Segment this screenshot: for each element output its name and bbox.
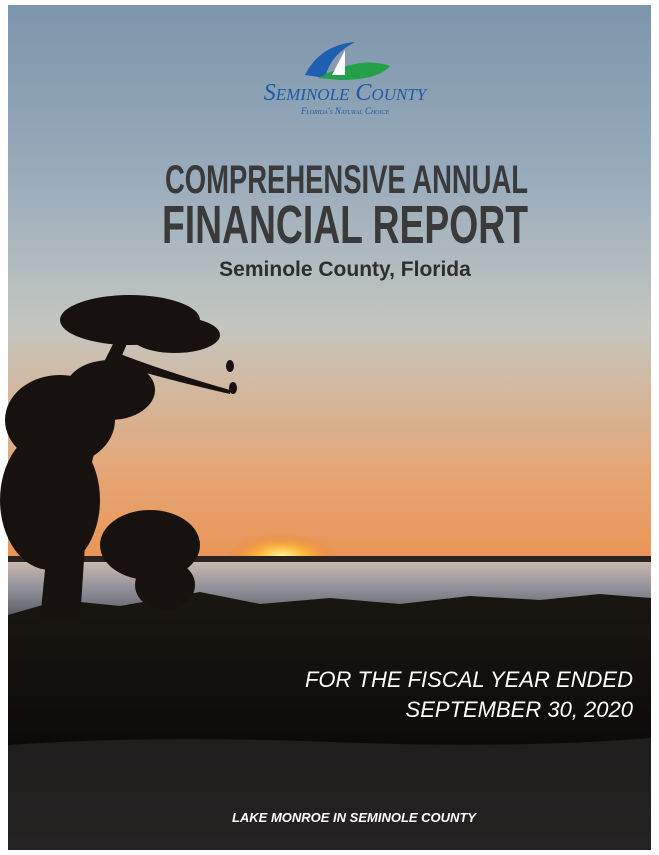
reflection — [8, 738, 651, 850]
cover: Seminole County Florida's Natural Choice… — [0, 0, 659, 855]
fiscal-line-2: SEPTEMBER 30, 2020 — [406, 697, 634, 722]
page: {"logo": {"name": "Seminole County", "ta… — [0, 0, 659, 855]
title-line-2: FINANCIAL REPORT — [162, 195, 528, 255]
logo-tagline: Florida's Natural Choice — [300, 106, 390, 116]
subtitle: Seminole County, Florida — [219, 258, 471, 281]
logo-name: Seminole County — [264, 80, 428, 106]
photo-caption: LAKE MONROE IN SEMINOLE COUNTY — [232, 810, 477, 825]
fiscal-line-1: FOR THE FISCAL YEAR ENDED — [305, 667, 633, 692]
